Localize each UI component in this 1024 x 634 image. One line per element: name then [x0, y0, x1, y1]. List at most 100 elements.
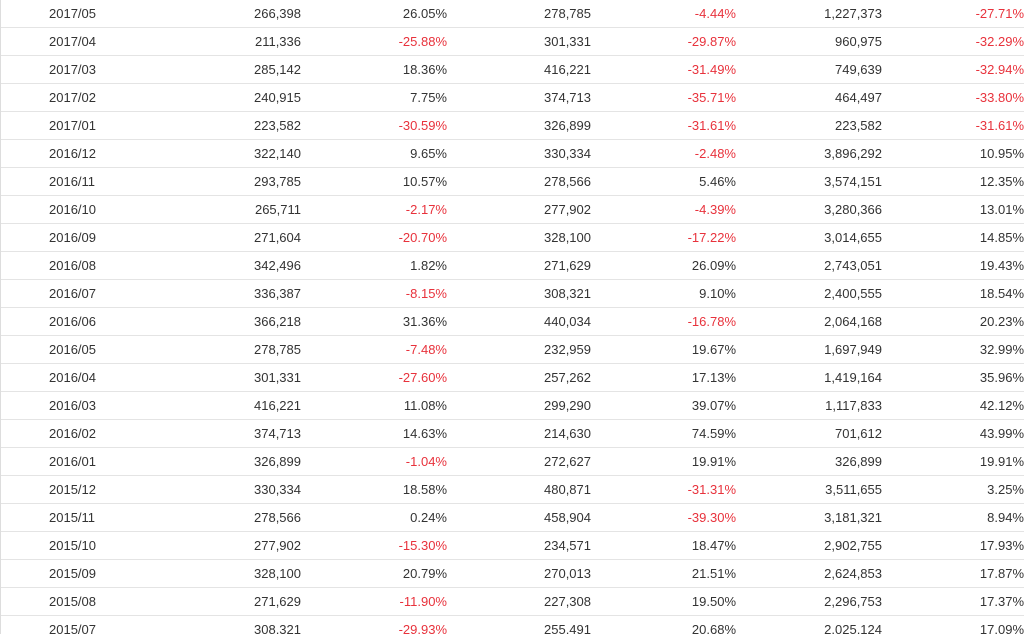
change-a-cell: 10.57% — [301, 167, 447, 196]
change-a-cell: 18.58% — [301, 475, 447, 504]
value-b-cell: 480,871 — [447, 475, 591, 504]
table-row: 2016/12 322,140 9.65% 330,334 -2.48% 3,896,29… — [1, 139, 1024, 168]
cumulative-cell: 2,025,124 — [736, 615, 882, 634]
change-b-cell: -35.71% — [591, 83, 736, 112]
value-a-cell: 342,496 — [131, 251, 301, 280]
cumulative-change-cell: 10.95% — [882, 139, 1024, 168]
cumulative-cell: 2,400,555 — [736, 279, 882, 308]
change-b-cell: 9.10% — [591, 279, 736, 308]
month-cell: 2015/08 — [1, 587, 131, 616]
value-b-cell: 299,290 — [447, 391, 591, 420]
month-cell: 2016/04 — [1, 363, 131, 392]
month-cell: 2016/01 — [1, 447, 131, 476]
change-b-cell: 26.09% — [591, 251, 736, 280]
change-b-cell: 39.07% — [591, 391, 736, 420]
cumulative-cell: 3,181,321 — [736, 503, 882, 532]
change-a-cell: 11.08% — [301, 391, 447, 420]
change-b-cell: 17.13% — [591, 363, 736, 392]
value-a-cell: 374,713 — [131, 419, 301, 448]
change-b-cell: -4.44% — [591, 0, 736, 28]
month-cell: 2016/09 — [1, 223, 131, 252]
cumulative-cell: 1,227,373 — [736, 0, 882, 28]
value-b-cell: 272,627 — [447, 447, 591, 476]
change-a-cell: 26.05% — [301, 0, 447, 28]
value-b-cell: 458,904 — [447, 503, 591, 532]
change-b-cell: -2.48% — [591, 139, 736, 168]
month-cell: 2016/07 — [1, 279, 131, 308]
cumulative-cell: 1,419,164 — [736, 363, 882, 392]
table-row: 2015/12 330,334 18.58% 480,871 -31.31% 3,511,… — [1, 475, 1024, 504]
cumulative-cell: 3,014,655 — [736, 223, 882, 252]
change-b-cell: -29.87% — [591, 27, 736, 56]
cumulative-cell: 3,896,292 — [736, 139, 882, 168]
change-a-cell: -27.60% — [301, 363, 447, 392]
value-a-cell: 336,387 — [131, 279, 301, 308]
cumulative-change-cell: 3.25% — [882, 475, 1024, 504]
cumulative-cell: 3,280,366 — [736, 195, 882, 224]
value-b-cell: 234,571 — [447, 531, 591, 560]
change-a-cell: -29.93% — [301, 615, 447, 634]
change-b-cell: -4.39% — [591, 195, 736, 224]
change-b-cell: 19.67% — [591, 335, 736, 364]
month-cell: 2016/10 — [1, 195, 131, 224]
month-cell: 2016/02 — [1, 419, 131, 448]
table-row: 2015/10 277,902 -15.30% 234,571 18.47% 2,902,… — [1, 531, 1024, 560]
value-a-cell: 326,899 — [131, 447, 301, 476]
cumulative-change-cell: -33.80% — [882, 83, 1024, 112]
value-b-cell: 330,334 — [447, 139, 591, 168]
change-a-cell: -8.15% — [301, 279, 447, 308]
month-cell: 2015/10 — [1, 531, 131, 560]
change-b-cell: 21.51% — [591, 559, 736, 588]
change-b-cell: -17.22% — [591, 223, 736, 252]
table-row: 2016/02 374,713 14.63% 214,630 74.59% 701,612… — [1, 419, 1024, 448]
value-b-cell: 255,491 — [447, 615, 591, 634]
cumulative-change-cell: 19.43% — [882, 251, 1024, 280]
cumulative-change-cell: 17.09% — [882, 615, 1024, 634]
value-a-cell: 322,140 — [131, 139, 301, 168]
change-a-cell: 7.75% — [301, 83, 447, 112]
cumulative-change-cell: -31.61% — [882, 111, 1024, 140]
cumulative-change-cell: 32.99% — [882, 335, 1024, 364]
table-row: 2015/09 328,100 20.79% 270,013 21.51% 2,624,8… — [1, 559, 1024, 588]
value-a-cell: 278,785 — [131, 335, 301, 364]
month-cell: 2015/11 — [1, 503, 131, 532]
cumulative-cell: 2,743,051 — [736, 251, 882, 280]
value-b-cell: 440,034 — [447, 307, 591, 336]
change-a-cell: 1.82% — [301, 251, 447, 280]
change-a-cell: 0.24% — [301, 503, 447, 532]
value-a-cell: 240,915 — [131, 83, 301, 112]
value-a-cell: 366,218 — [131, 307, 301, 336]
table-row: 2017/02 240,915 7.75% 374,713 -35.71% 464,497… — [1, 83, 1024, 112]
value-b-cell: 278,566 — [447, 167, 591, 196]
change-a-cell: -2.17% — [301, 195, 447, 224]
change-b-cell: 20.68% — [591, 615, 736, 634]
month-cell: 2017/05 — [1, 0, 131, 28]
table-row: 2016/11 293,785 10.57% 278,566 5.46% 3,574,15… — [1, 167, 1024, 196]
month-cell: 2016/08 — [1, 251, 131, 280]
table-row: 2015/07 308,321 -29.93% 255,491 20.68% 2,025,… — [1, 615, 1024, 634]
cumulative-cell: 464,497 — [736, 83, 882, 112]
change-b-cell: -31.61% — [591, 111, 736, 140]
cumulative-cell: 749,639 — [736, 55, 882, 84]
month-cell: 2017/03 — [1, 55, 131, 84]
cumulative-change-cell: 8.94% — [882, 503, 1024, 532]
month-cell: 2017/01 — [1, 111, 131, 140]
value-b-cell: 257,262 — [447, 363, 591, 392]
table-row: 2015/08 271,629 -11.90% 227,308 19.50% 2,296,… — [1, 587, 1024, 616]
value-a-cell: 293,785 — [131, 167, 301, 196]
cumulative-cell: 3,511,655 — [736, 475, 882, 504]
cumulative-change-cell: 13.01% — [882, 195, 1024, 224]
cumulative-cell: 2,624,853 — [736, 559, 882, 588]
change-a-cell: -1.04% — [301, 447, 447, 476]
table-row: 2016/01 326,899 -1.04% 272,627 19.91% 326,899… — [1, 447, 1024, 476]
cumulative-cell: 1,117,833 — [736, 391, 882, 420]
value-b-cell: 326,899 — [447, 111, 591, 140]
table-row: 2016/03 416,221 11.08% 299,290 39.07% 1,117,8… — [1, 391, 1024, 420]
value-b-cell: 270,013 — [447, 559, 591, 588]
cumulative-change-cell: 17.37% — [882, 587, 1024, 616]
table-row: 2017/03 285,142 18.36% 416,221 -31.49% 749,63… — [1, 55, 1024, 84]
cumulative-change-cell: -32.29% — [882, 27, 1024, 56]
value-b-cell: 232,959 — [447, 335, 591, 364]
table-row: 2016/05 278,785 -7.48% 232,959 19.67% 1,697,9… — [1, 335, 1024, 364]
